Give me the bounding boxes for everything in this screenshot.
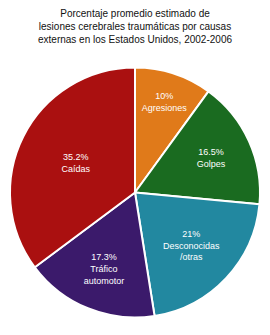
svg-text:21%Desconocidas/otras: 21%Desconocidas/otras [163,229,220,262]
svg-text:16.5%Golpes: 16.5%Golpes [197,147,226,169]
svg-text:Porcentaje promedio estimado d: Porcentaje promedio estimado delesiones … [38,8,232,45]
svg-text:35.2%Caídas: 35.2%Caídas [61,152,90,174]
svg-text:17.3%Tráficoautomotor: 17.3%Tráficoautomotor [84,252,125,285]
svg-text:10%Agresiones: 10%Agresiones [142,91,188,113]
